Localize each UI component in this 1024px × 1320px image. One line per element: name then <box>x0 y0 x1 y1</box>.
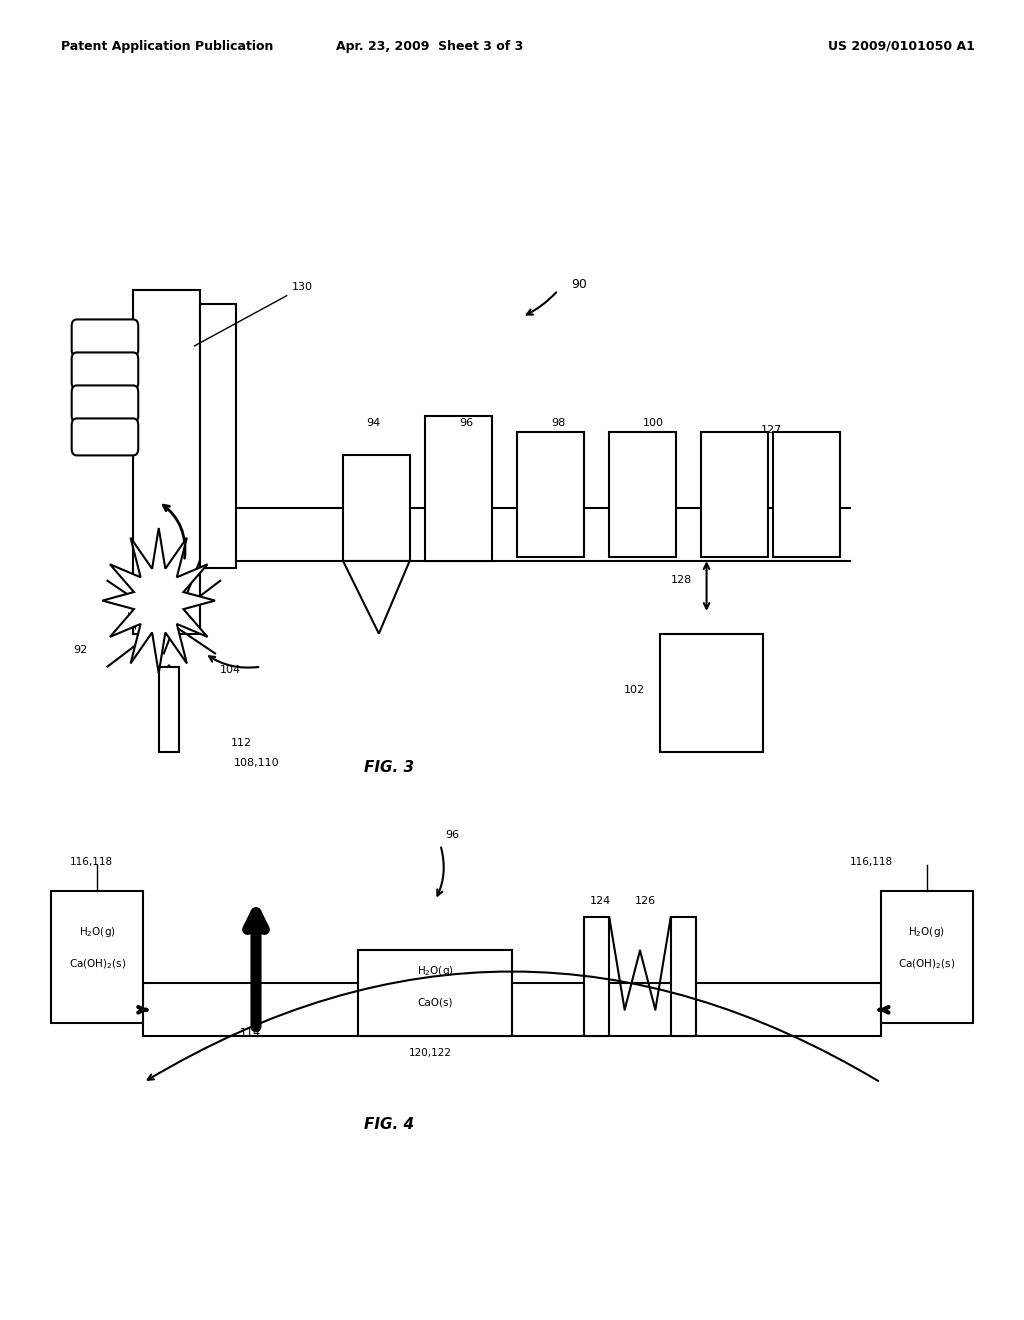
Text: 96: 96 <box>445 830 460 841</box>
FancyBboxPatch shape <box>72 385 138 422</box>
Text: 104: 104 <box>220 665 242 676</box>
Text: Apr. 23, 2009  Sheet 3 of 3: Apr. 23, 2009 Sheet 3 of 3 <box>337 40 523 53</box>
Text: 102: 102 <box>624 685 645 696</box>
Text: 96: 96 <box>459 418 473 429</box>
FancyBboxPatch shape <box>584 917 609 1036</box>
Text: US 2009/0101050 A1: US 2009/0101050 A1 <box>827 40 975 53</box>
FancyBboxPatch shape <box>609 432 676 557</box>
Text: H$_2$O(g): H$_2$O(g) <box>417 964 454 978</box>
FancyBboxPatch shape <box>143 983 881 1036</box>
Text: 106: 106 <box>128 609 138 630</box>
FancyBboxPatch shape <box>72 319 138 356</box>
Text: 127: 127 <box>761 425 782 436</box>
Text: Ca(OH)$_2$(s): Ca(OH)$_2$(s) <box>69 958 126 972</box>
Text: 128: 128 <box>671 576 692 586</box>
Text: 124: 124 <box>590 896 611 907</box>
FancyBboxPatch shape <box>517 432 584 557</box>
Text: 108,110: 108,110 <box>233 758 280 768</box>
FancyBboxPatch shape <box>72 352 138 389</box>
Polygon shape <box>102 528 215 673</box>
Polygon shape <box>343 561 410 634</box>
Text: FIG. 3: FIG. 3 <box>365 760 414 775</box>
Text: Patent Application Publication: Patent Application Publication <box>61 40 273 53</box>
Text: 94: 94 <box>367 418 381 429</box>
Text: Ca(OH)$_2$(s): Ca(OH)$_2$(s) <box>898 958 955 972</box>
Text: H$_2$O(g): H$_2$O(g) <box>79 924 116 939</box>
Text: 112: 112 <box>230 738 252 748</box>
FancyBboxPatch shape <box>72 418 138 455</box>
FancyBboxPatch shape <box>358 950 512 1036</box>
FancyBboxPatch shape <box>133 290 200 634</box>
Text: H$_2$O(g): H$_2$O(g) <box>908 924 945 939</box>
Text: 126: 126 <box>635 896 656 907</box>
Text: 90: 90 <box>571 277 588 290</box>
FancyBboxPatch shape <box>660 634 763 752</box>
Text: 114: 114 <box>241 1028 261 1039</box>
FancyBboxPatch shape <box>51 891 143 1023</box>
Text: FIG. 4: FIG. 4 <box>365 1117 414 1131</box>
Text: 100: 100 <box>643 418 664 429</box>
Text: 116,118: 116,118 <box>70 857 113 867</box>
Text: CaO(s): CaO(s) <box>418 998 453 1008</box>
FancyBboxPatch shape <box>773 432 840 557</box>
FancyBboxPatch shape <box>701 432 768 557</box>
FancyBboxPatch shape <box>881 891 973 1023</box>
FancyBboxPatch shape <box>159 667 179 752</box>
Text: 92: 92 <box>73 645 87 656</box>
FancyBboxPatch shape <box>343 455 410 561</box>
Text: 116,118: 116,118 <box>850 857 893 867</box>
Text: 130: 130 <box>292 282 313 293</box>
Text: 120,122: 120,122 <box>409 1048 452 1059</box>
FancyBboxPatch shape <box>671 917 696 1036</box>
FancyBboxPatch shape <box>425 416 492 561</box>
FancyBboxPatch shape <box>200 304 236 568</box>
Text: 98: 98 <box>551 418 565 429</box>
